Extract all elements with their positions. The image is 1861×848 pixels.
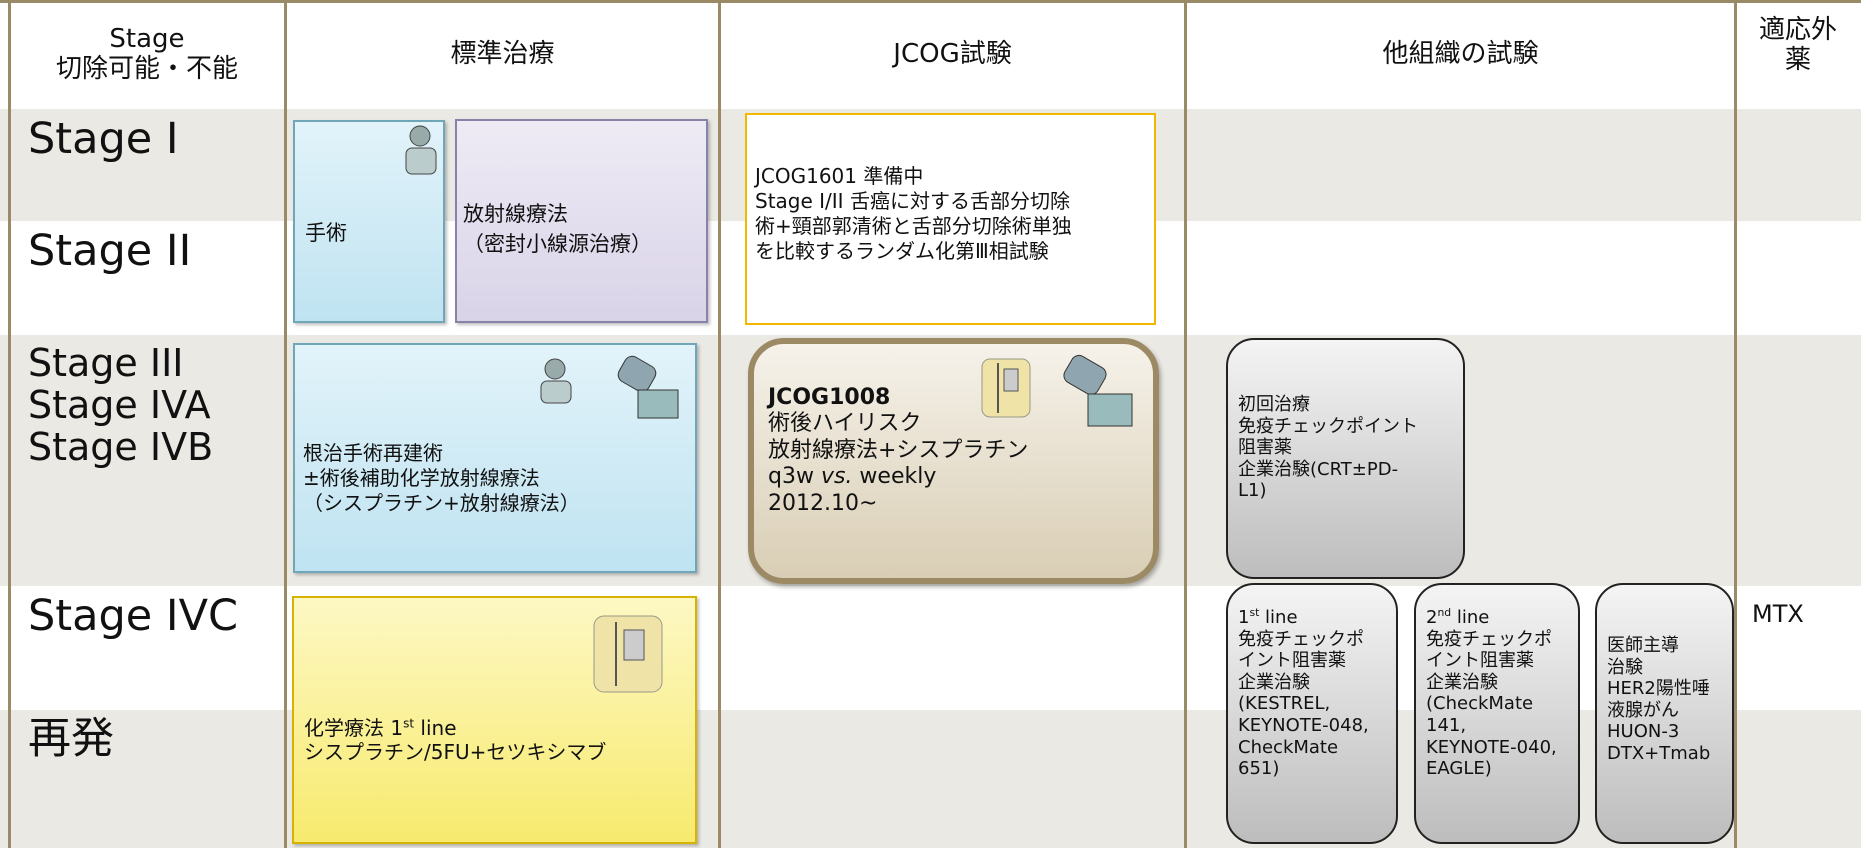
text-segment: line (414, 716, 457, 740)
text-line: 医師主導 (1607, 635, 1679, 656)
row-label-line: Stage III (28, 341, 184, 385)
trial-box: 医師主導 治験 HER2陽性唾 液腺がん HUON-3 DTX+Tmab (1595, 583, 1734, 844)
text-line: ±術後補助化学放射線療法 (303, 465, 540, 490)
text-line: （密封小線源治療） (463, 232, 652, 256)
text-line: KEYNOTE-040, (1426, 736, 1557, 758)
text-line: 根治手術再建術 (303, 440, 443, 465)
drip-icon (981, 358, 1031, 418)
text-line: 企業治験 (1238, 671, 1310, 693)
header-cell: 他組織の試験 (1187, 0, 1734, 109)
text-line: HUON-3 (1607, 721, 1680, 743)
radiation-icon (1063, 354, 1133, 427)
text-line: (KESTREL, (1238, 693, 1331, 715)
text-line: 化学療法 1st line (304, 716, 695, 740)
header-text: 他組織の試験 (1382, 38, 1539, 69)
text-segment: 1 (1238, 607, 1250, 628)
text-line: 放射線療法 (463, 202, 568, 226)
surgeon-icon (405, 125, 437, 175)
header-cell: 標準治療 (287, 0, 718, 109)
drip-icon (593, 615, 663, 693)
text-line: 液腺がん (1607, 699, 1679, 721)
text-line: 141, (1426, 714, 1467, 736)
text-line: Stage I/II 舌癌に対する舌部分切除 (755, 189, 1070, 213)
text-line: 初回治療 (1238, 394, 1310, 415)
text-line: 651) (1238, 758, 1280, 780)
text-line: シスプラチン/5FU+セツキシマブ (304, 740, 607, 764)
row-label: Stage IVC (28, 591, 239, 641)
text-segment: line (1259, 607, 1298, 628)
text-line: 治験 (1607, 656, 1643, 678)
trial-box: 初回治療 免疫チェックポイント 阻害薬 企業治験(CRT±PD- L1) (1226, 338, 1465, 579)
row-label: 再発 (28, 714, 114, 764)
text-line: EAGLE) (1426, 758, 1492, 780)
text-line: 放射線療法+シスプラチン (768, 437, 1029, 463)
header-text: 適応外薬 (1758, 15, 1837, 75)
header-text: Stage (109, 23, 185, 54)
text-segment: q3w (768, 464, 821, 490)
row-label: Stage II (28, 226, 192, 276)
text-line: 術+頸部郭清術と舌部分切除術単独 (755, 214, 1072, 238)
text-line: q3w vs. weekly (768, 464, 1153, 490)
text-segment: 2 (1426, 607, 1438, 628)
text-line: 2nd line (1426, 606, 1570, 629)
column-line (1184, 0, 1187, 848)
text-line: 企業治験 (1426, 671, 1498, 693)
text-line: MTX (1752, 600, 1804, 628)
text-line: イント阻害薬 (1426, 650, 1534, 672)
row-label: Stage III Stage IVA Stage IVB (28, 341, 214, 469)
text-line: 企業治験(CRT±PD- (1238, 458, 1399, 480)
text-segment: weekly (852, 464, 937, 490)
text-segment: 化学療法 1 (304, 716, 404, 740)
border (8, 0, 11, 848)
header-text: JCOG試験 (893, 38, 1012, 69)
text-line: 手術 (305, 220, 347, 245)
text-line: DTX+Tmab (1607, 742, 1711, 764)
text-line: 免疫チェックポ (1238, 628, 1364, 650)
text-line: JCOG1008 (768, 385, 1153, 411)
header-text: 標準治療 (450, 38, 555, 69)
text-line: 阻害薬 (1238, 437, 1292, 459)
header-cell: 適応外薬 (1740, 0, 1856, 109)
text-line: を比較するランダム化第Ⅲ相試験 (755, 239, 1049, 263)
column-line (284, 0, 287, 848)
text-line: 1st line (1238, 606, 1388, 629)
text-segment: st (1249, 606, 1260, 619)
column-line (718, 0, 721, 848)
text-line: 術後ハイリスク (768, 411, 922, 437)
surgeon-icon (540, 358, 572, 404)
text-line: L1) (1238, 480, 1267, 502)
trial-box: JCOG1601 準備中 Stage I/II 舌癌に対する舌部分切除 術+頸部郭清… (745, 113, 1156, 325)
text-line: JCOG1601 準備中 (755, 164, 924, 188)
row-label: Stage I (28, 114, 179, 164)
text-line: 免疫チェックポ (1426, 628, 1552, 650)
header-cell: Stage 切除可能・不能 (10, 0, 284, 109)
text-line: 免疫チェックポイント (1238, 415, 1418, 437)
border (0, 0, 1861, 3)
row-label-line: Stage IVA (28, 382, 211, 427)
text-line: イント阻害薬 (1238, 650, 1346, 672)
text-line: KEYNOTE-048, (1238, 714, 1369, 736)
radiation-icon (617, 355, 679, 419)
trial-box: 2nd line 免疫チェックポ イント阻害薬 企業治験 (CheckMate 141, K… (1414, 583, 1580, 844)
row-label-line: Stage IVB (28, 424, 214, 469)
text-line: （シスプラチン+放射線療法） (303, 490, 580, 515)
header-cell: JCOG試験 (721, 0, 1184, 109)
text-segment: JCOG1008 (768, 385, 891, 411)
treatment-box: 放射線療法 （密封小線源治療） (455, 119, 708, 323)
text-segment: nd (1437, 606, 1452, 619)
row-band (0, 710, 1861, 848)
text-segment: st (403, 716, 415, 731)
header-text: 切除可能・不能 (55, 53, 238, 84)
trial-box: 1st line 免疫チェックポ イント阻害薬 企業治験 (KESTREL, KEYNOT… (1226, 583, 1398, 844)
text-segment: vs. (820, 464, 853, 490)
column-line (1734, 0, 1737, 848)
drug-text: MTX (1752, 600, 1852, 640)
text-line: CheckMate (1238, 736, 1339, 758)
text-line: (CheckMate (1426, 693, 1534, 715)
text-line: HER2陽性唾 (1607, 678, 1710, 700)
text-segment: line (1451, 607, 1490, 628)
text-line: 2012.10~ (768, 490, 878, 516)
